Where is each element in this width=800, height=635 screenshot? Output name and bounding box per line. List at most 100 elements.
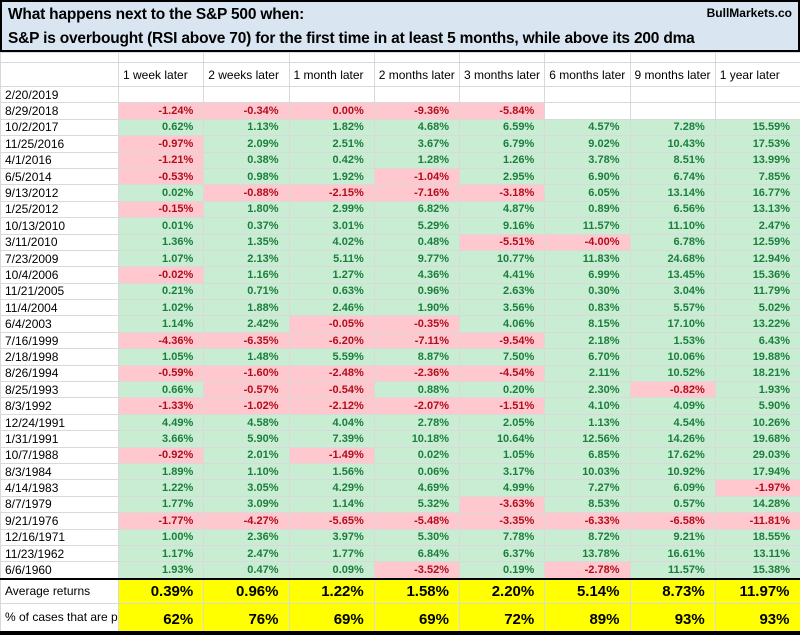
return-cell — [458, 85, 546, 104]
return-cell: 3.01% — [288, 217, 375, 235]
return-cell: 11.57% — [544, 217, 631, 235]
return-cell: -0.02% — [117, 266, 205, 284]
return-cell: 1.53% — [629, 331, 716, 350]
return-cell: 13.13% — [714, 200, 800, 219]
return-cell: 6.79% — [458, 135, 546, 153]
return-cell: 10.06% — [629, 348, 716, 366]
return-cell: 13.78% — [544, 544, 631, 563]
table-row: 8/3/1984 1.89% 1.10% 1.56% 0.06% 3.17% 10.03% 1… — [0, 462, 800, 481]
return-cell: 6.99% — [544, 266, 631, 284]
page-subtitle: S&P is overbought (RSI above 70) for the… — [8, 30, 695, 47]
return-cell: 1.10% — [203, 462, 290, 481]
table-row: 1/25/2012 -0.15% 1.80% 2.99% 6.82% 4.87% 0.89%… — [0, 200, 800, 219]
return-cell: 8.15% — [544, 315, 631, 333]
return-cell: -3.63% — [458, 495, 546, 514]
spacer-cell — [544, 52, 631, 63]
date-cell: 2/18/1998 — [0, 348, 119, 366]
return-cell: 7.39% — [288, 430, 375, 448]
return-cell: 6.59% — [458, 118, 546, 137]
return-cell: 0.20% — [458, 381, 546, 399]
percent-positive-cell: 72% — [458, 602, 546, 635]
return-cell: 0.38% — [203, 151, 290, 169]
return-cell: -2.15% — [288, 184, 375, 202]
return-cell: 0.83% — [544, 299, 631, 317]
return-cell: 12.94% — [714, 249, 800, 268]
return-cell: -1.60% — [203, 364, 290, 383]
return-cell — [629, 85, 716, 104]
return-cell: -4.00% — [544, 233, 631, 251]
return-cell: 17.53% — [714, 135, 800, 153]
table-row: 7/23/2009 1.07% 2.13% 5.11% 9.77% 10.77% 11.83… — [0, 249, 800, 268]
return-cell: 6.09% — [629, 479, 716, 497]
return-cell: 0.71% — [203, 282, 290, 301]
date-cell: 6/6/1960 — [0, 561, 119, 580]
date-cell: 10/2/2017 — [0, 118, 119, 137]
return-cell: 1.13% — [544, 413, 631, 432]
return-cell: 6.78% — [629, 233, 716, 251]
average-returns-label: Average returns — [0, 578, 119, 604]
return-cell: 2.36% — [203, 528, 290, 546]
table-row: 6/5/2014 -0.53% 0.98% 1.92% -1.04% 2.95% 6.90%… — [0, 167, 800, 186]
return-cell: 24.68% — [629, 249, 716, 268]
table-row: 11/21/2005 0.21% 0.71% 0.63% 0.96% 2.63% 0.30%… — [0, 282, 800, 301]
return-cell: 2.47% — [714, 217, 800, 235]
return-cell: 12.56% — [544, 430, 631, 448]
percent-positive-cell: 69% — [373, 602, 461, 635]
table-row: 6/6/1960 1.93% 0.47% 0.09% -3.52% 0.19% -2.78%… — [0, 561, 800, 580]
return-cell: 11.57% — [629, 561, 716, 580]
date-cell: 1/31/1991 — [0, 430, 119, 448]
return-cell: 5.90% — [203, 430, 290, 448]
return-cell: 1.77% — [288, 544, 375, 563]
date-cell: 4/14/1983 — [0, 479, 119, 497]
return-cell: -1.24% — [117, 102, 205, 120]
return-cell: -0.35% — [373, 315, 461, 333]
table-row: 8/29/2018 -1.24% -0.34% 0.00% -9.36% -5.84% — [0, 102, 800, 120]
return-cell — [714, 102, 800, 120]
return-cell: 7.28% — [629, 118, 716, 137]
return-cell: 1.05% — [458, 446, 546, 464]
return-cell: 1.93% — [714, 381, 800, 399]
return-cell: 10.77% — [458, 249, 546, 268]
return-cell: -2.07% — [373, 397, 461, 415]
return-cell: 4.54% — [629, 413, 716, 432]
column-header: 2 months later — [373, 62, 461, 87]
return-cell: 1.77% — [117, 495, 205, 514]
return-cell: 0.57% — [629, 495, 716, 514]
average-return-cell: 1.58% — [373, 578, 461, 604]
return-cell: 13.22% — [714, 315, 800, 333]
spacer-row — [0, 52, 800, 63]
return-cell: -2.12% — [288, 397, 375, 415]
return-cell: 1.80% — [203, 200, 290, 219]
return-cell: 0.06% — [373, 462, 461, 481]
return-cell — [544, 85, 631, 104]
return-cell: 7.27% — [544, 479, 631, 497]
return-cell: 2.30% — [544, 381, 631, 399]
return-cell: 6.43% — [714, 331, 800, 350]
average-return-cell: 2.20% — [458, 578, 546, 604]
return-cell — [629, 102, 716, 120]
return-cell: 1.28% — [373, 151, 461, 169]
return-cell — [288, 85, 375, 104]
return-cell: -0.88% — [203, 184, 290, 202]
return-cell: 0.37% — [203, 217, 290, 235]
average-return-cell: 0.39% — [117, 578, 205, 604]
table-row: 1/31/1991 3.66% 5.90% 7.39% 10.18% 10.64% 12.5… — [0, 430, 800, 448]
date-column-header — [0, 62, 119, 87]
return-cell: -4.36% — [117, 331, 205, 350]
date-cell: 11/23/1962 — [0, 544, 119, 563]
return-cell: 0.48% — [373, 233, 461, 251]
column-header: 1 year later — [714, 62, 800, 87]
table-row: 9/21/1976 -1.77% -4.27% -5.65% -5.48% -3.35% -… — [0, 512, 800, 530]
brand-text: BullMarkets.co — [706, 6, 792, 20]
spacer-cell — [0, 52, 119, 63]
table-row: 8/3/1992 -1.33% -1.02% -2.12% -2.07% -1.51% 4.… — [0, 397, 800, 415]
return-cell: 7.50% — [458, 348, 546, 366]
percent-positive-label: % of cases that are positive — [0, 602, 119, 635]
return-cell: 3.66% — [117, 430, 205, 448]
average-returns-row: Average returns 0.39% 0.96% 1.22% 1.58% 2.20%… — [0, 578, 800, 604]
return-cell: 14.28% — [714, 495, 800, 514]
date-cell: 11/25/2016 — [0, 135, 119, 153]
return-cell: -2.36% — [373, 364, 461, 383]
date-cell: 9/21/1976 — [0, 512, 119, 530]
return-cell: 4.41% — [458, 266, 546, 284]
